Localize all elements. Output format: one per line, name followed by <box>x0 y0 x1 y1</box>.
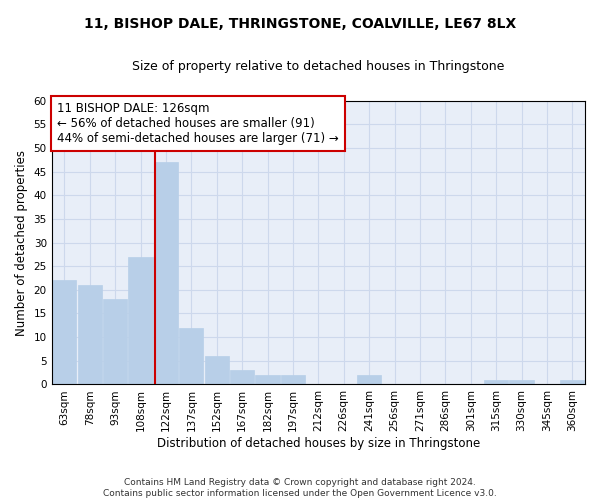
Bar <box>484 380 508 384</box>
Bar <box>103 300 127 384</box>
Bar <box>179 328 203 384</box>
Bar <box>256 375 280 384</box>
Y-axis label: Number of detached properties: Number of detached properties <box>15 150 28 336</box>
Bar <box>230 370 254 384</box>
Text: Contains HM Land Registry data © Crown copyright and database right 2024.
Contai: Contains HM Land Registry data © Crown c… <box>103 478 497 498</box>
Bar <box>560 380 584 384</box>
Text: 11, BISHOP DALE, THRINGSTONE, COALVILLE, LE67 8LX: 11, BISHOP DALE, THRINGSTONE, COALVILLE,… <box>84 18 516 32</box>
Bar <box>77 285 102 384</box>
Bar <box>509 380 533 384</box>
Title: Size of property relative to detached houses in Thringstone: Size of property relative to detached ho… <box>132 60 505 73</box>
Bar <box>52 280 76 384</box>
Bar <box>128 256 152 384</box>
X-axis label: Distribution of detached houses by size in Thringstone: Distribution of detached houses by size … <box>157 437 480 450</box>
Text: 11 BISHOP DALE: 126sqm
← 56% of detached houses are smaller (91)
44% of semi-det: 11 BISHOP DALE: 126sqm ← 56% of detached… <box>57 102 339 145</box>
Bar <box>281 375 305 384</box>
Bar <box>357 375 381 384</box>
Bar <box>154 162 178 384</box>
Bar <box>205 356 229 384</box>
